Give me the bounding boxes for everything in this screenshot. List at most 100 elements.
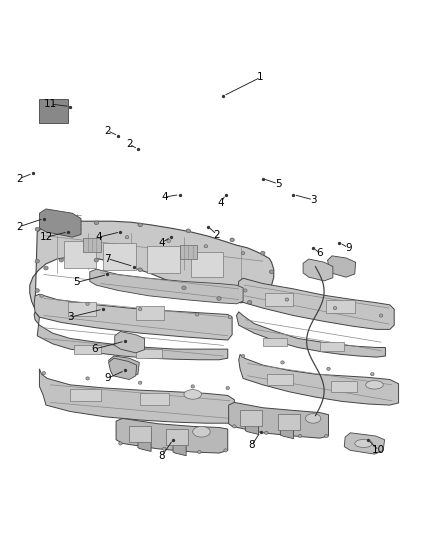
Ellipse shape (86, 377, 89, 380)
Text: 4: 4 (161, 192, 168, 202)
Text: 4: 4 (95, 232, 102, 242)
Polygon shape (344, 433, 385, 454)
Text: 12: 12 (39, 232, 53, 242)
Ellipse shape (325, 434, 328, 438)
Ellipse shape (198, 450, 201, 454)
Text: 3: 3 (310, 195, 317, 205)
Bar (140, 393, 169, 405)
Ellipse shape (138, 268, 142, 271)
Polygon shape (237, 312, 385, 357)
Bar (70, 389, 101, 401)
Ellipse shape (228, 316, 232, 319)
Bar (326, 300, 355, 313)
Bar (180, 245, 197, 259)
Text: 6: 6 (91, 344, 98, 354)
Ellipse shape (281, 361, 284, 364)
Ellipse shape (366, 381, 383, 389)
Ellipse shape (35, 227, 39, 231)
Polygon shape (229, 402, 328, 438)
Ellipse shape (184, 390, 201, 399)
Text: 1: 1 (257, 72, 264, 82)
Bar (68, 302, 96, 316)
Bar (331, 381, 357, 392)
Text: 7: 7 (104, 254, 111, 263)
Ellipse shape (191, 385, 194, 388)
Ellipse shape (42, 372, 46, 375)
Text: 2: 2 (126, 139, 133, 149)
Bar (83, 238, 101, 252)
Bar (278, 414, 300, 430)
Bar (263, 338, 287, 346)
Bar (136, 306, 164, 320)
Ellipse shape (125, 236, 129, 239)
Ellipse shape (86, 302, 89, 305)
Ellipse shape (379, 314, 383, 317)
Bar (74, 345, 101, 354)
Ellipse shape (40, 294, 43, 297)
Polygon shape (303, 259, 333, 281)
Bar (147, 246, 180, 273)
Ellipse shape (355, 439, 372, 448)
Bar (129, 426, 151, 442)
Polygon shape (173, 433, 186, 456)
Ellipse shape (94, 221, 99, 225)
Ellipse shape (94, 258, 99, 262)
Ellipse shape (230, 238, 234, 241)
Bar (166, 429, 188, 445)
Ellipse shape (138, 308, 142, 311)
Ellipse shape (244, 289, 247, 292)
Ellipse shape (265, 431, 268, 434)
Polygon shape (280, 416, 293, 439)
Ellipse shape (35, 289, 39, 292)
Text: 4: 4 (218, 198, 225, 207)
Polygon shape (109, 358, 137, 379)
Ellipse shape (59, 258, 64, 262)
Bar (136, 349, 162, 358)
Text: 9: 9 (345, 243, 352, 253)
Ellipse shape (327, 367, 330, 370)
Text: 3: 3 (67, 312, 74, 322)
Ellipse shape (195, 313, 199, 316)
Bar (320, 342, 344, 351)
Polygon shape (238, 278, 394, 329)
Ellipse shape (226, 386, 230, 390)
Ellipse shape (305, 414, 321, 423)
Polygon shape (34, 312, 228, 360)
Ellipse shape (233, 425, 236, 428)
Text: 8: 8 (248, 440, 255, 450)
Ellipse shape (44, 266, 48, 270)
Polygon shape (138, 429, 151, 451)
Polygon shape (109, 356, 139, 377)
Text: 2: 2 (16, 174, 23, 183)
Polygon shape (90, 269, 243, 304)
Ellipse shape (371, 373, 374, 376)
Ellipse shape (204, 245, 208, 248)
Polygon shape (328, 256, 356, 277)
Text: 10: 10 (372, 446, 385, 455)
Ellipse shape (138, 381, 142, 384)
Polygon shape (34, 294, 232, 340)
Text: 5: 5 (73, 278, 80, 287)
Ellipse shape (333, 306, 337, 310)
Ellipse shape (167, 239, 170, 243)
Text: 2: 2 (16, 222, 23, 231)
Polygon shape (115, 332, 145, 353)
Polygon shape (39, 209, 81, 237)
Polygon shape (39, 99, 68, 123)
Polygon shape (245, 411, 258, 434)
Bar (265, 293, 293, 306)
Ellipse shape (138, 223, 142, 227)
Text: 9: 9 (104, 374, 111, 383)
Bar (267, 374, 293, 385)
Ellipse shape (193, 426, 210, 437)
Ellipse shape (269, 270, 274, 274)
Polygon shape (116, 418, 228, 453)
Ellipse shape (162, 447, 166, 450)
Text: 11: 11 (44, 99, 57, 109)
Bar (240, 410, 262, 426)
Text: 5: 5 (275, 179, 282, 189)
Ellipse shape (241, 354, 245, 358)
Ellipse shape (298, 434, 302, 438)
Bar (103, 243, 136, 270)
Ellipse shape (186, 229, 191, 233)
